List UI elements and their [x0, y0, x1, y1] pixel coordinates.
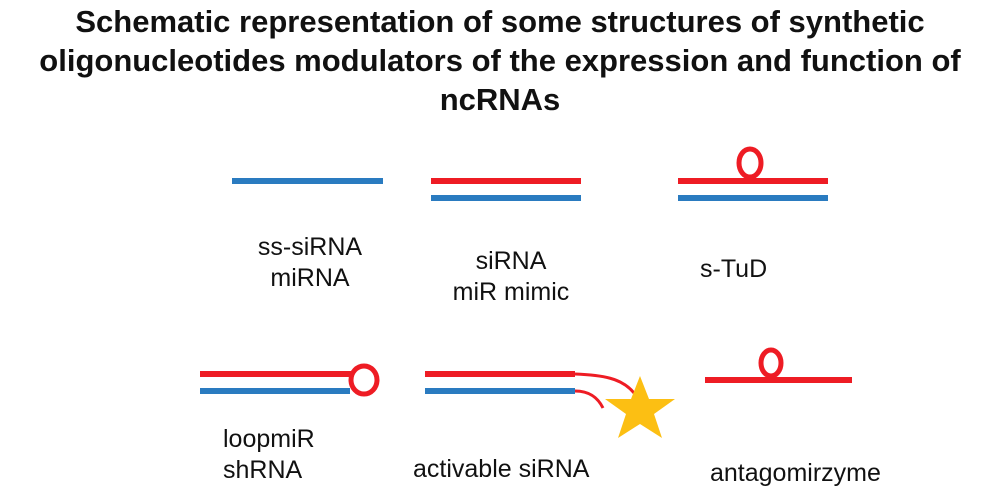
- loopmir-structure: [200, 363, 380, 397]
- antagomirzyme-bulge-loop: [758, 347, 784, 379]
- antagomirzyme-structure: [705, 347, 852, 383]
- ss-sirna-label: ss-siRNA miRNA: [250, 232, 370, 294]
- loopmir-label-line-2: shRNA: [223, 456, 303, 484]
- activable-sirna-linker-upper: [574, 372, 636, 394]
- loopmir-label: loopmiR shRNA: [223, 424, 315, 486]
- antagomirzyme-label-line-1: antagomirzyme: [710, 459, 881, 487]
- sirna-label-line-2: miR mimic: [452, 278, 570, 306]
- activable-sirna-structure: [425, 371, 675, 438]
- title-line-1: Schematic representation of some structu…: [75, 4, 925, 39]
- sirna-structure: [431, 178, 581, 201]
- antagomirzyme-label: antagomirzyme: [710, 458, 881, 489]
- s-tud-structure: [678, 146, 828, 201]
- activable-sirna-label: activable siRNA: [413, 454, 589, 485]
- s-tud-label-line-1: s-TuD: [700, 255, 768, 283]
- s-tud-bulge-loop: [736, 146, 764, 180]
- title-line-3: ncRNAs: [439, 82, 561, 117]
- sirna-label: siRNA miR mimic: [446, 246, 576, 308]
- sirna-label-line-1: siRNA: [475, 247, 547, 275]
- loopmir-label-line-1: loopmiR: [223, 425, 315, 453]
- title-line-2: oligonucleotides modulators of the expre…: [39, 43, 961, 78]
- s-tud-label: s-TuD: [700, 254, 767, 285]
- loopmir-terminal-loop: [348, 363, 380, 397]
- ss-sirna-label-line-1: ss-siRNA: [257, 233, 363, 261]
- star-icon: [605, 376, 675, 438]
- ss-sirna-label-line-2: miRNA: [270, 264, 350, 292]
- diagram-title: Schematic representation of some structu…: [0, 2, 1000, 119]
- activable-sirna-label-line-1: activable siRNA: [413, 455, 590, 483]
- activable-sirna-linker-lower: [574, 389, 605, 409]
